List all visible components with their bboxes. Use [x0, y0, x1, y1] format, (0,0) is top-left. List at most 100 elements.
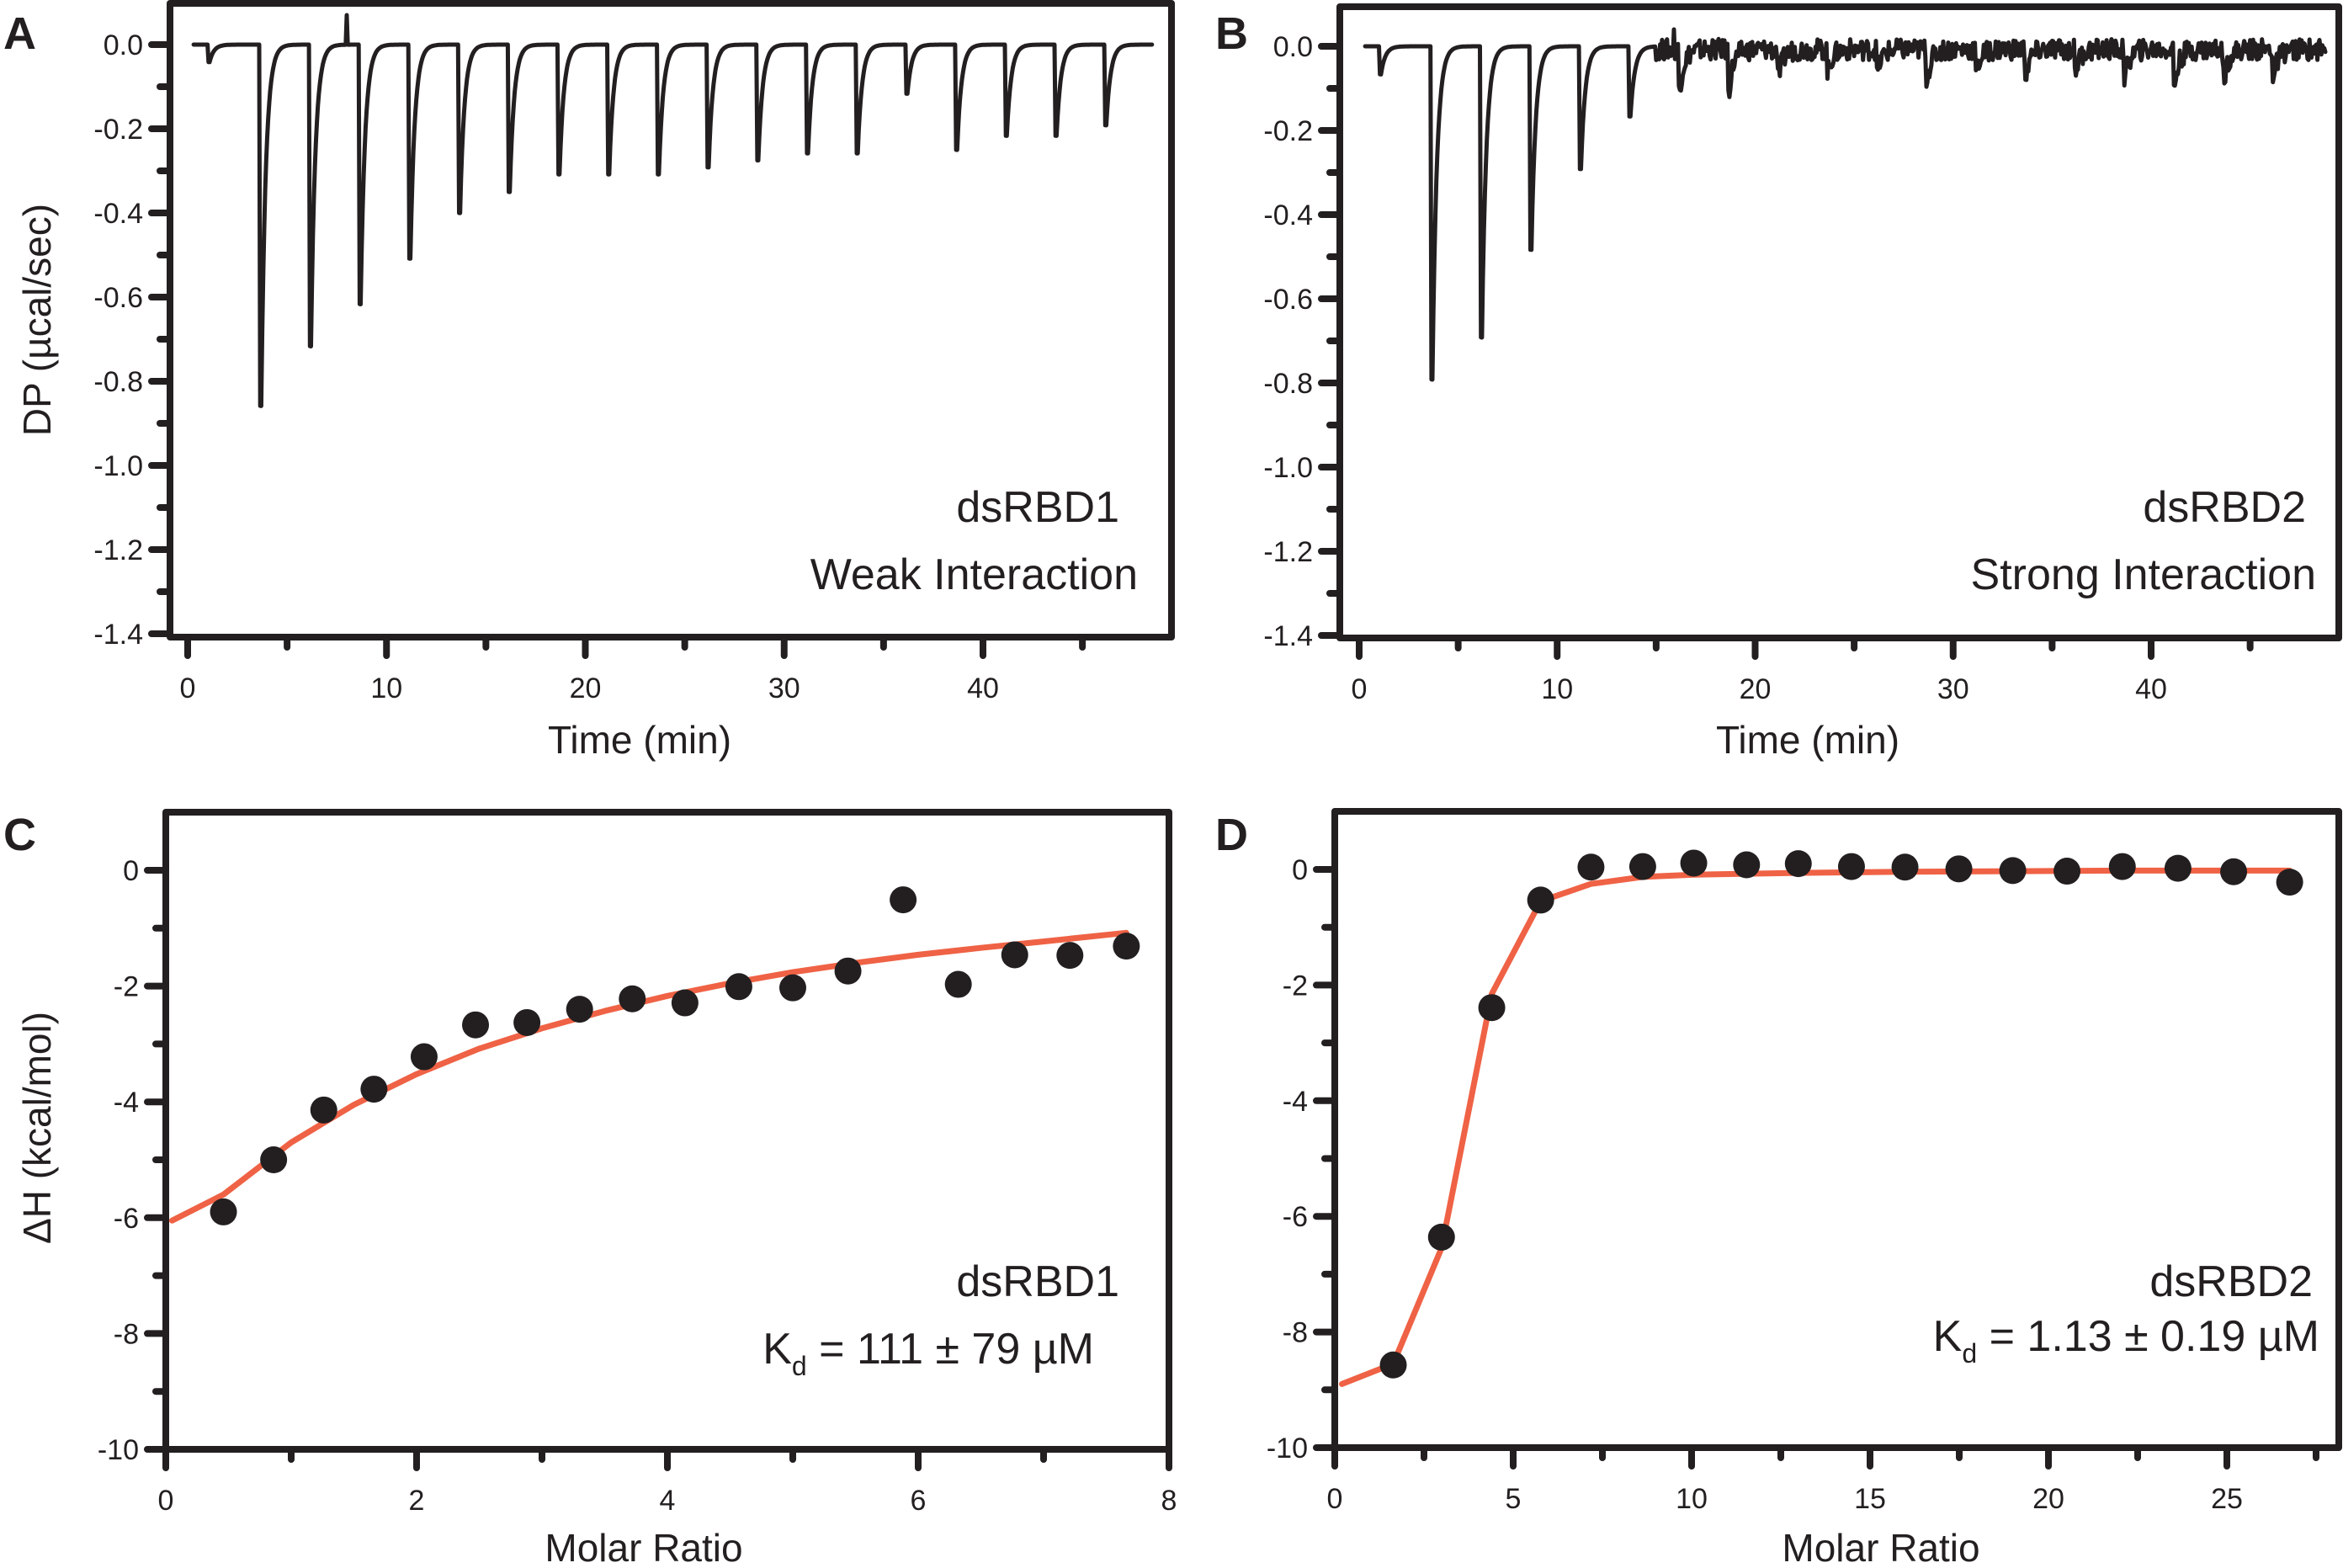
- panel-c-data-point: [890, 886, 917, 914]
- panel-b-xtick-label: 20: [1740, 673, 1772, 705]
- panel-c-data-point: [566, 996, 593, 1023]
- kd-symbol: K: [1933, 1312, 1963, 1361]
- panel-a-ytick-label: -0.6: [93, 282, 143, 314]
- panel-c-kd-annotation: Kd = 111 ± 79 µM: [762, 1325, 1094, 1381]
- panel-d-data-point: [2108, 853, 2136, 880]
- panel-a-xtick-label: 40: [967, 672, 999, 704]
- panel-c-data-point: [834, 957, 862, 985]
- panel-a-xtick-label: 0: [180, 672, 196, 704]
- panel-b-ytick-label: -0.6: [1263, 284, 1313, 316]
- panel-c-ytick-label: -8: [114, 1318, 139, 1350]
- panel-d-data-point: [1527, 886, 1554, 914]
- panel-b-ytick-label: -1.0: [1263, 452, 1313, 484]
- panel-b-xtick-label: 0: [1352, 673, 1368, 705]
- panel-b: B 0.0 -0.2 -0.4 -0.6 -0.8 -1.0 -1.2 -1.4 0 10 20 30…: [1215, 3, 2342, 762]
- panel-a-xtick-label: 10: [370, 672, 402, 704]
- panel-b-ytick-label: -0.2: [1263, 115, 1313, 147]
- panel-d-marks: [1339, 849, 2303, 1387]
- panel-d-ytick-label: 0: [1292, 854, 1308, 886]
- panel-b-ticks: [1318, 43, 2254, 660]
- panel-a-ytick-label: -0.8: [93, 366, 143, 398]
- panel-a-frame: [167, 0, 1175, 640]
- panel-c-xtick-label: 4: [660, 1485, 676, 1517]
- panel-a-annotation-line1: dsRBD1: [956, 483, 1119, 532]
- panel-b-xlabel: Time (min): [1716, 718, 1899, 762]
- panel-d-xtick-label: 20: [2032, 1483, 2064, 1515]
- panel-letter-d: D: [1215, 810, 1248, 860]
- panel-c-xtick-label: 8: [1161, 1485, 1177, 1517]
- panel-c-marks: [168, 886, 1140, 1225]
- panel-c-xtick-label: 6: [911, 1485, 927, 1517]
- panel-d-data-point: [1628, 853, 1656, 880]
- panel-b-xtick-label: 30: [1937, 673, 1969, 705]
- panel-b-thermogram-trace: [1363, 27, 2328, 382]
- panel-d-data-point: [1733, 851, 1761, 879]
- panel-d-data-point: [2053, 858, 2081, 885]
- panel-c-data-point: [725, 973, 752, 1001]
- panel-b-annotation-line2: Strong Interaction: [1971, 550, 2316, 599]
- panel-c-xlabel: Molar Ratio: [545, 1526, 742, 1568]
- panel-b-xtick-label: 10: [1541, 673, 1573, 705]
- panel-c-data-point: [360, 1076, 388, 1103]
- panel-a-xtick-label: 30: [768, 672, 800, 704]
- panel-c-ylabel: ΔH (kcal/mol): [15, 1012, 59, 1244]
- panel-b-xtick-label: 40: [2135, 673, 2167, 705]
- panel-c-tick-labels: 0 -2 -4 -6 -8 -10 0 2 4 6 8: [98, 855, 1177, 1517]
- panel-d-data-point: [1680, 849, 1708, 877]
- panel-a-ytick-label: -1.4: [93, 619, 143, 651]
- panel-b-ytick-label: -0.4: [1263, 199, 1313, 231]
- panel-a-xlabel: Time (min): [548, 718, 731, 762]
- panel-d-ytick-label: -10: [1267, 1432, 1308, 1464]
- panel-d-ytick-label: -4: [1283, 1086, 1308, 1118]
- panel-b-frame: [1336, 3, 2342, 641]
- panel-d-data-point: [2220, 858, 2248, 885]
- panel-c-annotation-line1: dsRBD1: [956, 1257, 1119, 1306]
- panel-a-xtick-label: 20: [570, 672, 602, 704]
- panel-c-data-point: [410, 1043, 438, 1071]
- panel-c-ytick-label: -10: [98, 1434, 139, 1466]
- panel-d-ytick-label: -6: [1283, 1201, 1308, 1233]
- panel-d-ticks: [1313, 866, 2319, 1470]
- panel-a: A 0.0 -0.2 -0.4 -0.6 -0.8 -1.0 -1.2 -1.4 0 10 20 30…: [3, 0, 1175, 762]
- panel-c-data-point: [462, 1011, 490, 1039]
- panel-a-tick-labels: 0.0 -0.2 -0.4 -0.6 -0.8 -1.0 -1.2 -1.4 0 10 20 30 40: [93, 29, 999, 704]
- panel-d-data-point: [1577, 853, 1605, 881]
- panel-d-data-point: [1478, 994, 1506, 1022]
- panel-d-tick-labels: 0 -2 -4 -6 -8 -10 0 5 10 15 20 25: [1267, 854, 2243, 1515]
- panel-c-data-point: [619, 985, 646, 1013]
- panel-c-ytick-label: -6: [114, 1203, 139, 1235]
- panel-d-data-point: [1379, 1351, 1407, 1379]
- panel-b-marks: [1363, 27, 2328, 382]
- panel-d-data-point: [1784, 850, 1812, 878]
- panel-letter-a: A: [3, 8, 36, 59]
- panel-c-data-point: [1001, 941, 1028, 969]
- panel-d-ytick-label: -8: [1283, 1317, 1308, 1349]
- panel-d-xtick-label: 10: [1676, 1483, 1708, 1515]
- panel-a-ytick-label: 0.0: [104, 29, 143, 61]
- panel-c-data-point: [1056, 942, 1084, 970]
- kd-symbol: K: [762, 1325, 792, 1374]
- panel-d-data-point: [1945, 855, 1973, 883]
- panel-d-data-point: [2164, 854, 2192, 882]
- kd-subscript: d: [1962, 1338, 1977, 1369]
- panel-c-ytick-label: 0: [123, 855, 139, 887]
- panel-c-fit-curve: [168, 929, 1129, 1224]
- panel-c-xtick-label: 2: [409, 1485, 425, 1517]
- panel-c-data-point: [260, 1146, 288, 1173]
- panel-c-ytick-label: -2: [114, 971, 139, 1003]
- panel-letter-c: C: [3, 810, 36, 860]
- panel-b-ytick-label: -1.2: [1263, 536, 1313, 568]
- panel-c-data-point: [210, 1198, 237, 1225]
- panel-d-xtick-label: 25: [2211, 1483, 2243, 1515]
- panel-b-tick-labels: 0.0 -0.2 -0.4 -0.6 -0.8 -1.0 -1.2 -1.4 0 10 20 30 40: [1263, 31, 2167, 705]
- panel-d-ytick-label: -2: [1283, 970, 1308, 1002]
- panel-c-ytick-label: -4: [114, 1087, 139, 1119]
- panel-d-xtick-label: 5: [1506, 1483, 1522, 1515]
- panel-a-ticks: [148, 41, 1086, 659]
- panel-c-data-point: [671, 989, 699, 1017]
- panel-d-data-point: [1427, 1223, 1455, 1251]
- panel-d-kd-annotation: Kd = 1.13 ± 0.19 µM: [1933, 1312, 2319, 1369]
- panel-a-ytick-label: -1.2: [93, 534, 143, 566]
- panel-c-data-point: [1113, 933, 1140, 960]
